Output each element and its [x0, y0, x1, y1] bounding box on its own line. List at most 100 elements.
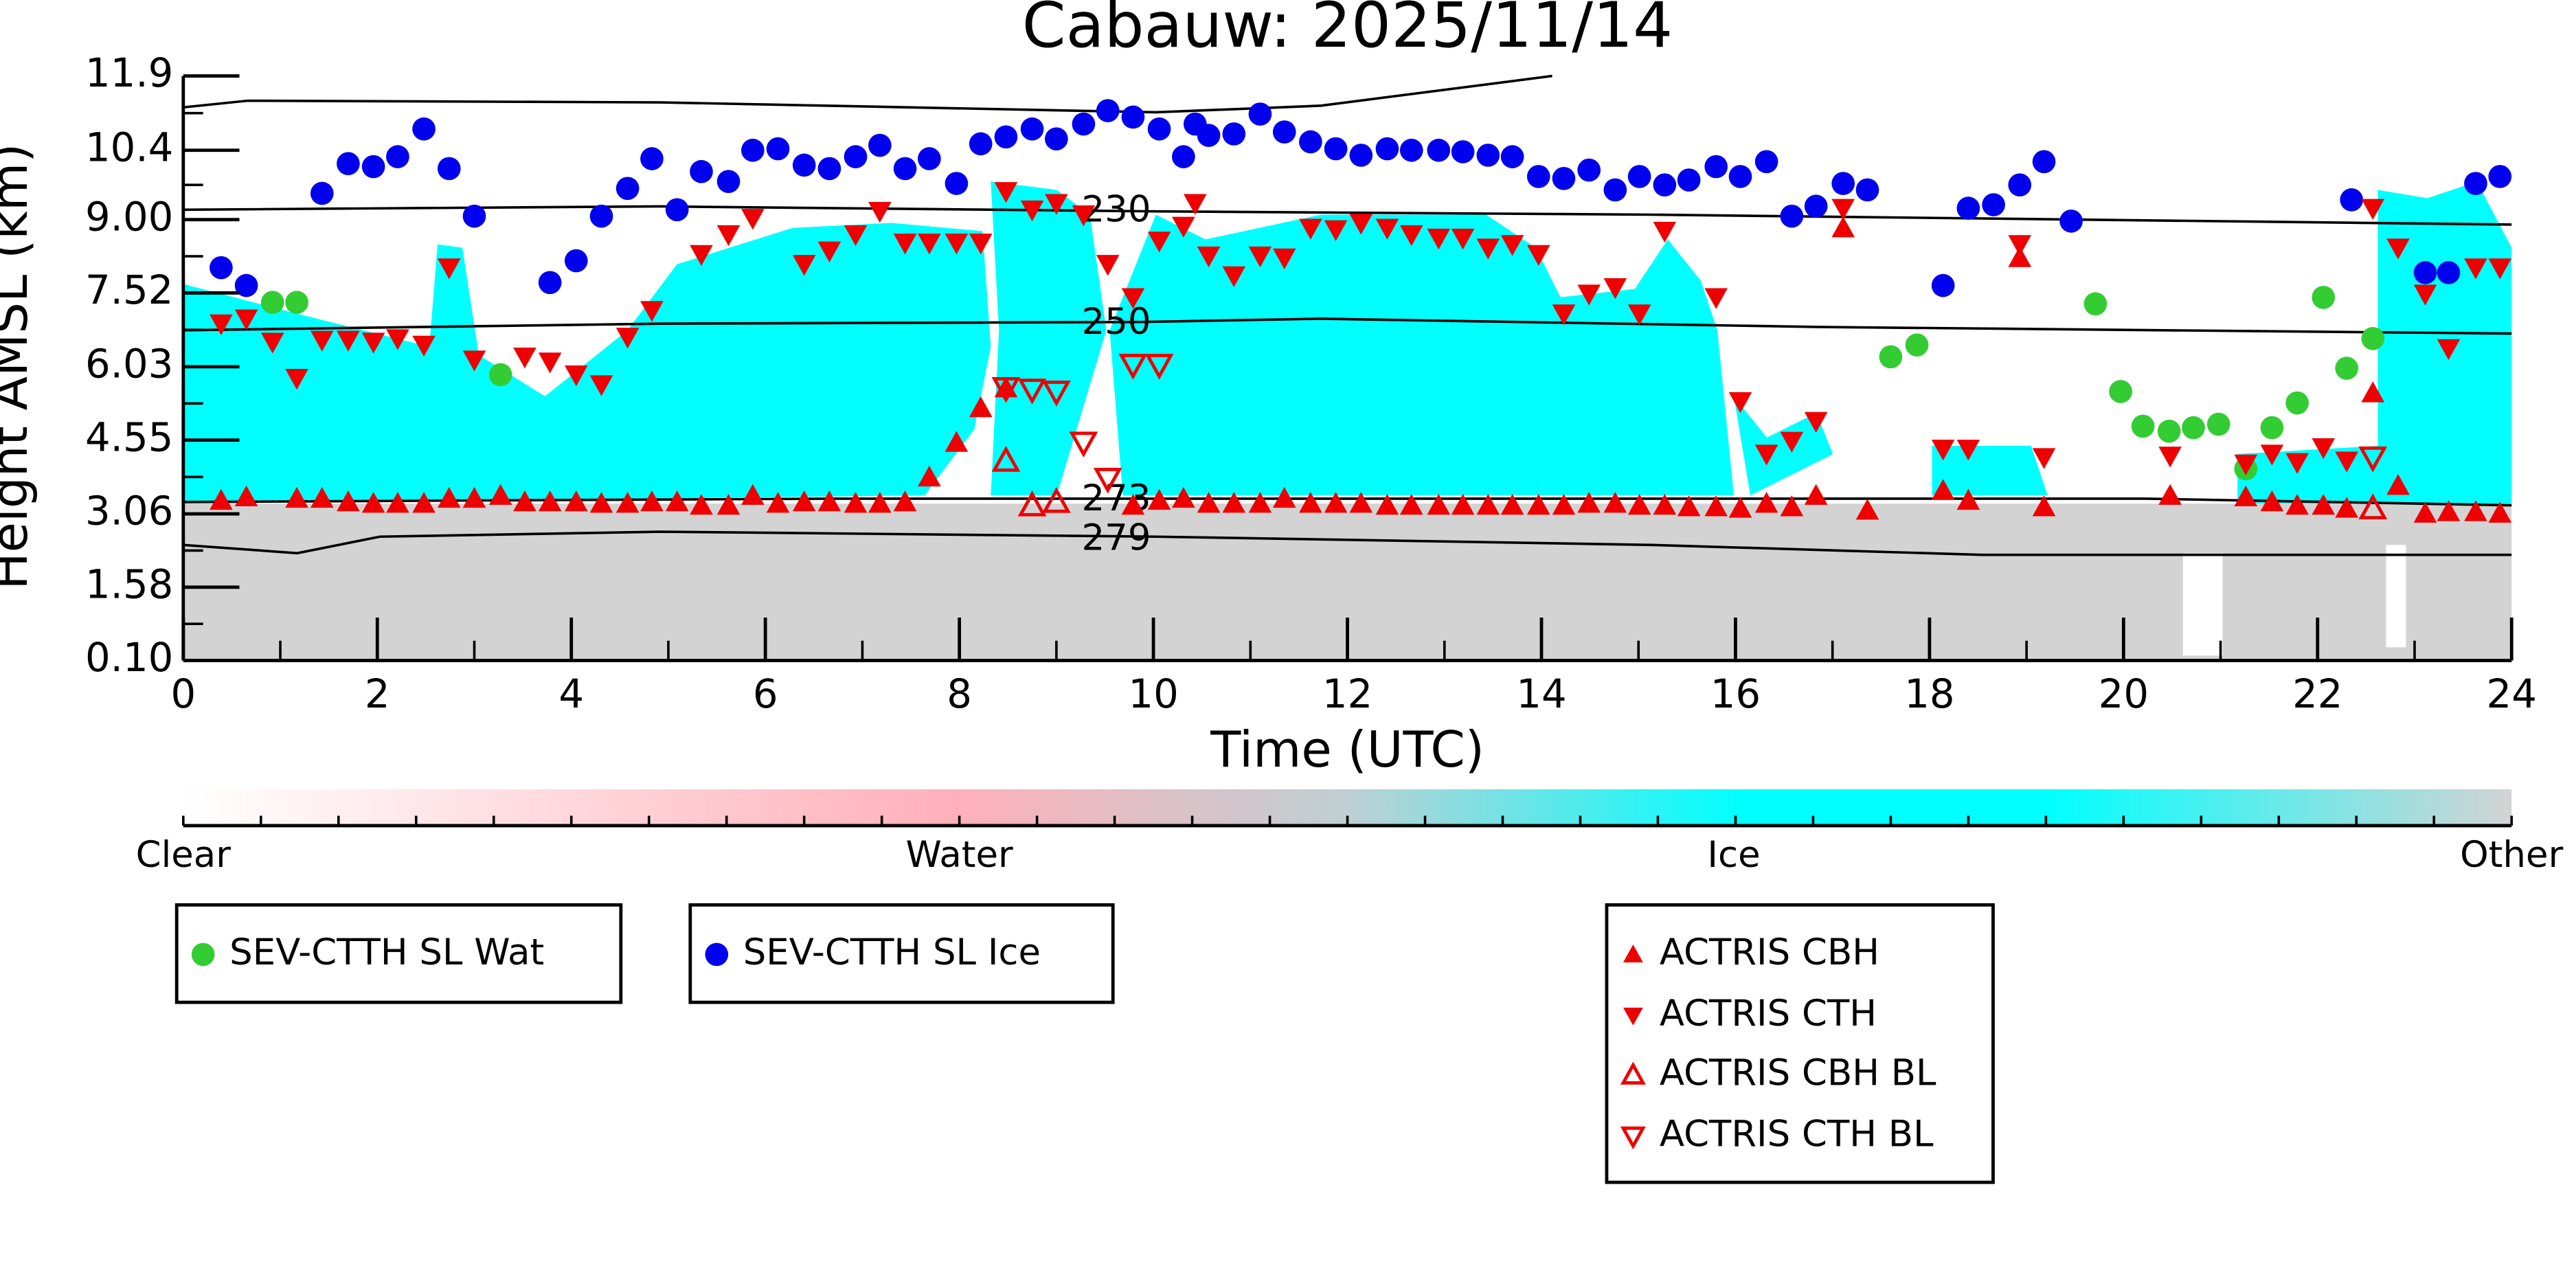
point [844, 492, 868, 513]
point [462, 350, 486, 372]
point [2285, 453, 2309, 474]
point [2361, 381, 2385, 403]
point [2032, 495, 2056, 517]
point [817, 157, 841, 181]
point [1603, 278, 1627, 300]
point [1121, 493, 1145, 515]
point [1653, 173, 1677, 197]
point [2206, 412, 2230, 436]
point [969, 132, 993, 156]
point [716, 170, 741, 194]
point [2488, 165, 2512, 188]
point [2260, 416, 2284, 440]
point [1427, 138, 1451, 162]
point [1500, 145, 1524, 168]
point [1093, 468, 1122, 494]
point [716, 493, 741, 515]
point [2413, 261, 2437, 284]
point [2158, 447, 2182, 468]
x-tick-label: 16 [1710, 670, 1761, 717]
point [1248, 102, 1272, 126]
colorbar-label: Other [2460, 834, 2563, 876]
point [1754, 444, 1778, 466]
point [1500, 493, 1524, 515]
point [2260, 490, 2284, 512]
point [1476, 238, 1500, 260]
point [1577, 158, 1601, 182]
point [893, 157, 917, 181]
point [386, 329, 409, 350]
point [1627, 493, 1651, 515]
point [2464, 500, 2487, 521]
point [1183, 194, 1207, 215]
point [1552, 304, 1576, 326]
point [1096, 255, 1120, 276]
y-axis-label: Height AMSL (km) [0, 144, 39, 590]
point [640, 490, 664, 512]
point [1144, 354, 1174, 380]
point [1526, 493, 1550, 515]
point [918, 147, 941, 170]
point [2437, 261, 2461, 284]
point [2008, 173, 2032, 197]
point [285, 486, 308, 508]
point [2437, 500, 2461, 521]
point [1017, 490, 1047, 517]
point [1956, 196, 1980, 220]
legend-label: ACTRIS CBH [1660, 931, 1879, 973]
colorbar-label: Ice [1707, 834, 1760, 876]
point [945, 431, 969, 452]
point [918, 465, 941, 487]
point [589, 492, 613, 513]
point [690, 159, 713, 183]
point [1121, 105, 1145, 129]
point [361, 155, 385, 179]
point [1552, 167, 1576, 190]
point [716, 225, 741, 247]
point [1020, 200, 1044, 222]
point [2361, 326, 2385, 350]
point [1069, 431, 1098, 458]
legend-marker [1623, 945, 1643, 962]
point [1427, 228, 1451, 250]
point [337, 152, 360, 176]
point [817, 490, 841, 512]
point [640, 147, 664, 170]
x-tick-label: 2 [365, 670, 390, 717]
y-tick-label: 1.58 [85, 561, 173, 607]
point [741, 138, 765, 162]
legend-label: SEV-CTTH SL Ice [743, 931, 1041, 973]
point [564, 490, 588, 512]
point [1222, 122, 1246, 146]
point [1653, 493, 1677, 515]
point [1118, 354, 1148, 380]
legend-marker [1620, 1061, 1646, 1085]
point [1931, 440, 1955, 461]
point [361, 492, 385, 513]
point [337, 490, 360, 512]
point [1577, 284, 1601, 306]
x-tick-label: 4 [558, 670, 584, 717]
point [1197, 492, 1221, 513]
point [893, 234, 917, 255]
point [615, 328, 640, 349]
y-tick-label: 7.52 [85, 267, 173, 313]
point [1172, 145, 1195, 168]
point [2008, 235, 2032, 256]
point [1627, 165, 1651, 188]
point [2312, 438, 2336, 460]
point [1072, 112, 1096, 136]
point [1197, 124, 1221, 147]
legend-marker [705, 942, 729, 967]
point [969, 234, 993, 255]
point [991, 377, 1021, 403]
point [2234, 454, 2258, 476]
point [1349, 144, 1373, 167]
point [1299, 218, 1322, 240]
point [1324, 492, 1348, 513]
point [310, 181, 334, 205]
point [2386, 238, 2410, 260]
point [1603, 178, 1627, 202]
point [1603, 492, 1627, 513]
